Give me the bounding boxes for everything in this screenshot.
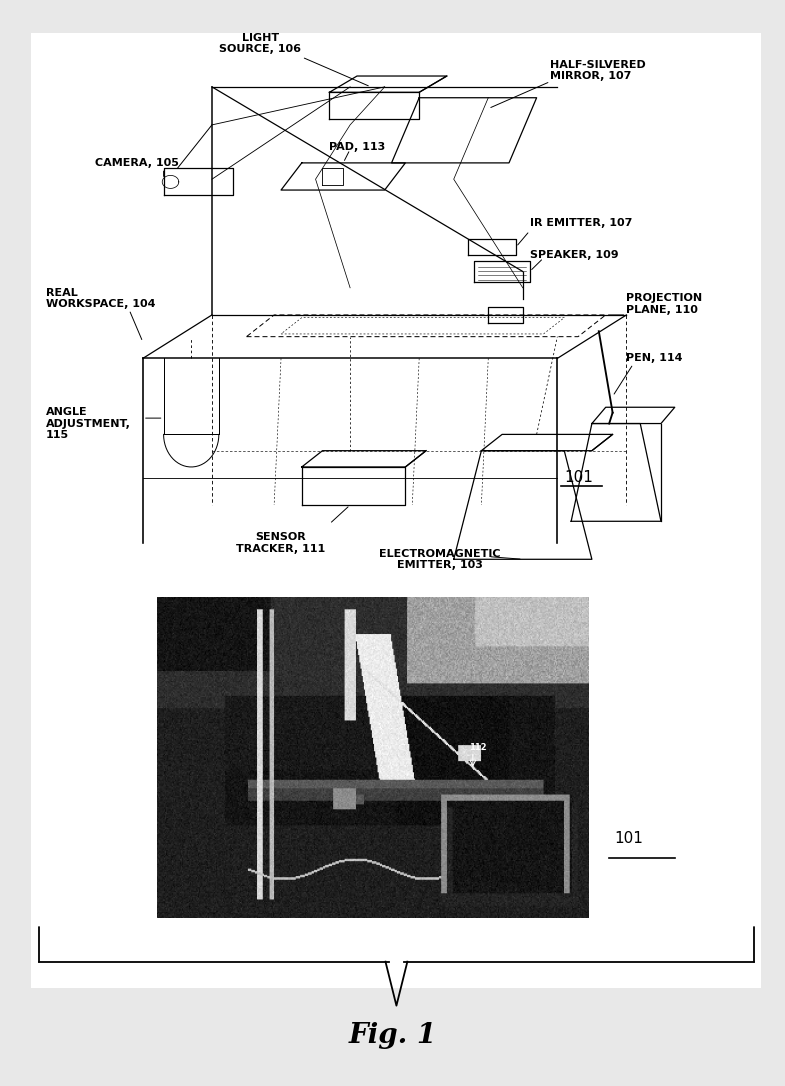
- Text: PAD, 113: PAD, 113: [330, 141, 385, 152]
- Text: IR EMITTER, 107: IR EMITTER, 107: [530, 217, 632, 228]
- Text: LIGHT
SOURCE, 106: LIGHT SOURCE, 106: [219, 33, 301, 54]
- Text: PEN, 114: PEN, 114: [626, 353, 683, 364]
- Text: Fig. 1: Fig. 1: [349, 1022, 436, 1049]
- Text: CAMERA, 105: CAMERA, 105: [94, 157, 178, 168]
- Text: HALF-SILVERED
MIRROR, 107: HALF-SILVERED MIRROR, 107: [550, 60, 646, 81]
- FancyBboxPatch shape: [9, 4, 783, 1016]
- Text: PROJECTION
PLANE, 110: PROJECTION PLANE, 110: [626, 293, 703, 315]
- Text: ANGLE
ADJUSTMENT,
115: ANGLE ADJUSTMENT, 115: [46, 407, 131, 440]
- Text: REAL
WORKSPACE, 104: REAL WORKSPACE, 104: [46, 288, 155, 310]
- Text: 112: 112: [469, 743, 487, 753]
- Text: ELECTROMAGNETIC
EMITTER, 103: ELECTROMAGNETIC EMITTER, 103: [379, 548, 501, 570]
- Text: SPEAKER, 109: SPEAKER, 109: [530, 250, 619, 261]
- Text: 101: 101: [614, 831, 643, 846]
- Text: SENSOR
TRACKER, 111: SENSOR TRACKER, 111: [236, 532, 326, 554]
- Text: 101: 101: [564, 470, 593, 485]
